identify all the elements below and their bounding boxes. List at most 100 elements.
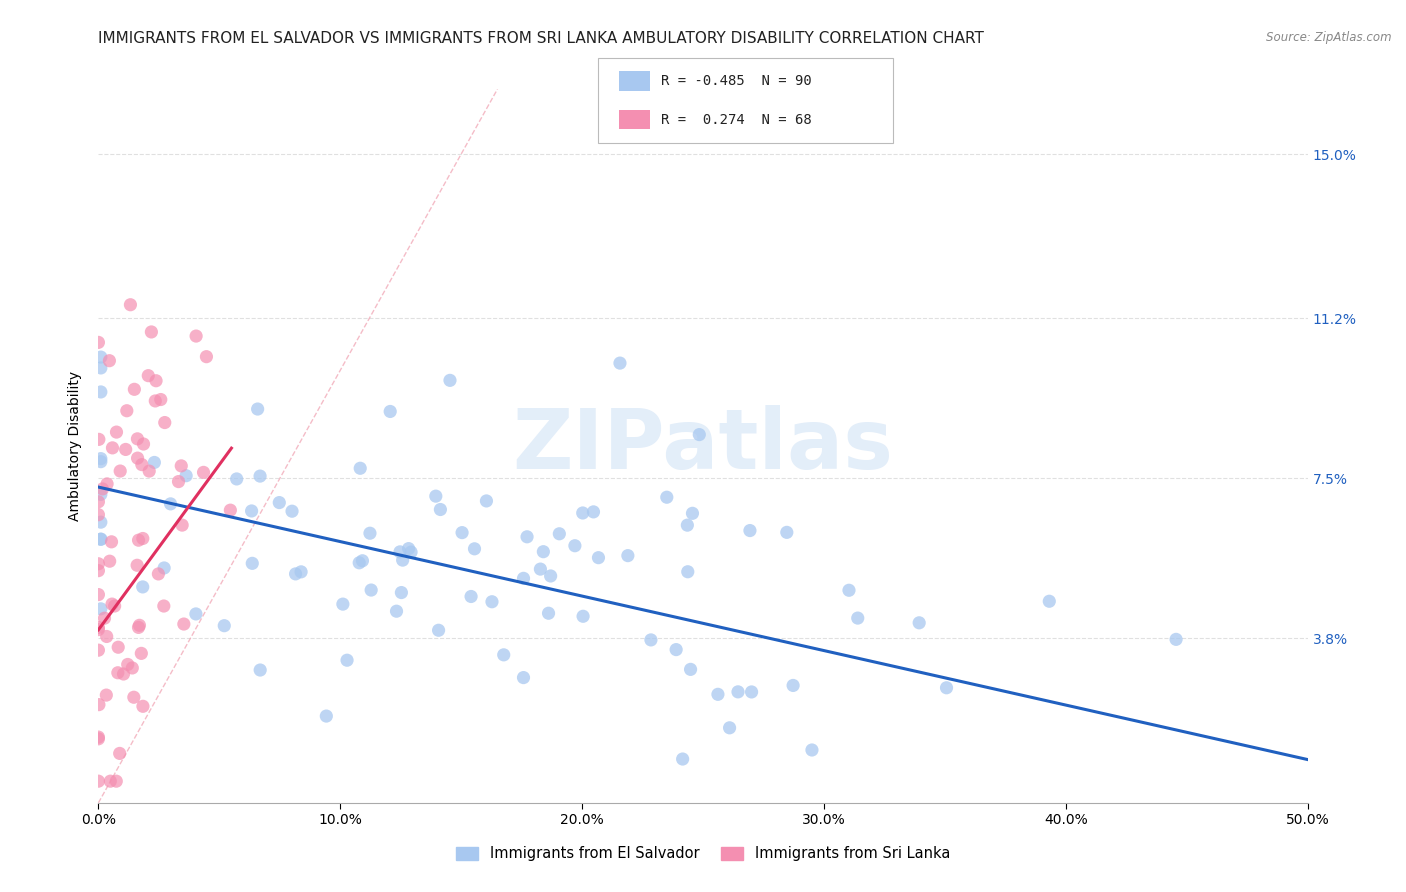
Point [90,602,112,616]
Point [90,451,112,466]
Point [105,774,128,789]
Point [87,508,110,522]
Point [332,597,354,611]
Point [572,609,595,624]
Point [537,606,560,620]
Point [98,774,121,789]
Point [121,661,143,675]
Point [184,607,207,621]
Point [87,643,110,657]
Point [149,392,172,407]
Point [935,681,957,695]
Point [87,588,110,602]
Point [269,495,291,509]
Point [388,545,411,559]
Point [219,503,242,517]
Point [214,618,236,632]
Point [96,476,118,491]
Point [531,544,554,558]
Point [90,515,112,529]
Point [281,504,304,518]
Point [174,468,197,483]
Point [141,325,163,339]
Point [782,678,804,692]
Point [425,489,447,503]
Point [240,504,263,518]
Point [391,553,413,567]
Point [571,506,593,520]
Point [776,525,799,540]
Point [128,618,150,632]
Point [249,663,271,677]
Point [460,590,482,604]
Point [718,721,741,735]
Point [167,475,190,489]
Point [87,564,110,578]
Point [153,561,176,575]
Point [132,532,155,546]
Point [101,441,124,455]
Point [427,624,450,638]
Point [87,730,110,744]
Point [352,554,374,568]
Point [529,562,551,576]
Point [117,657,139,672]
Point [682,506,704,520]
Point [90,455,112,469]
Point [609,356,631,370]
Point [676,565,699,579]
Point [100,534,122,549]
Point [439,373,461,387]
Point [120,298,142,312]
Point [159,497,181,511]
Point [128,620,150,634]
Point [429,502,451,516]
Point [101,597,124,611]
Point [617,549,640,563]
Point [249,469,271,483]
Point [451,525,474,540]
Point [90,384,112,399]
Point [108,464,131,478]
Point [492,648,515,662]
Point [96,630,118,644]
Text: R =  0.274  N = 68: R = 0.274 N = 68 [661,112,811,127]
Point [359,526,381,541]
Point [481,595,503,609]
Point [98,353,121,368]
Point [107,665,129,680]
Point [588,550,610,565]
Point [640,632,662,647]
Point [132,580,155,594]
Point [564,539,586,553]
Point [87,774,110,789]
Text: R = -0.485  N = 90: R = -0.485 N = 90 [661,74,811,88]
Point [114,442,136,457]
Point [143,393,166,408]
Point [665,642,688,657]
Point [385,604,408,618]
Point [90,532,112,546]
Point [143,455,166,469]
Point [127,451,149,466]
Point [127,558,149,573]
Point [136,368,159,383]
Point [193,466,215,480]
Point [170,458,193,473]
Point [122,690,145,705]
Point [800,743,823,757]
Point [672,752,695,766]
Point [87,623,110,637]
Legend: Immigrants from El Salvador, Immigrants from Sri Lanka: Immigrants from El Salvador, Immigrants … [450,840,956,867]
Point [153,416,176,430]
Point [90,533,112,547]
Point [184,329,207,343]
Point [655,490,678,504]
Point [741,685,763,699]
Point [540,569,562,583]
Point [87,731,110,746]
Point [389,585,412,599]
Point [90,360,112,375]
Point [246,402,269,417]
Point [738,524,761,538]
